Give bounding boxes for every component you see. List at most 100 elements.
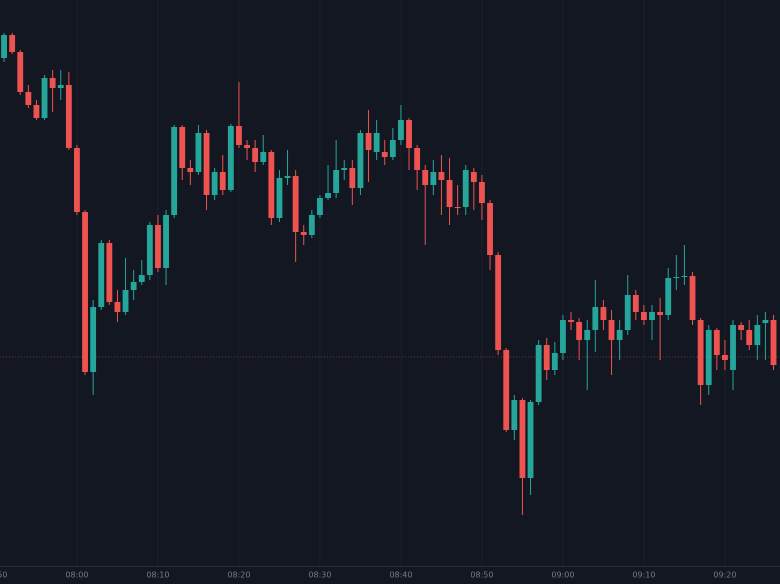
candle-body (284, 176, 291, 178)
x-tick-label: 07:50 (0, 571, 7, 580)
candle-body (138, 275, 145, 282)
candle-body (414, 148, 421, 170)
candle-body (462, 170, 469, 207)
candle-body (236, 126, 242, 145)
candle-body (568, 320, 574, 322)
candle-body (389, 140, 396, 157)
candle-body (592, 307, 599, 330)
candle-body (746, 330, 753, 345)
x-tick-label: 09:20 (713, 571, 736, 580)
candle-body (90, 307, 97, 372)
candle-body (373, 133, 380, 152)
candle-body (381, 152, 388, 157)
candle-body (357, 133, 364, 188)
candle-body (632, 295, 639, 312)
candle-body (187, 168, 194, 172)
candle-body (276, 178, 283, 218)
x-tick-label: 08:20 (227, 571, 250, 580)
candle-body (211, 172, 218, 195)
candle-body (41, 78, 48, 118)
candle-body (57, 85, 64, 88)
candle-body (268, 152, 275, 218)
candle-body (511, 400, 518, 430)
candle-body (454, 207, 461, 208)
x-tick-label: 08:10 (146, 571, 169, 580)
candle-body (106, 243, 113, 302)
candle-body (665, 278, 672, 315)
candle-body (203, 133, 210, 195)
candle-body (624, 295, 631, 330)
candle-body (705, 330, 712, 385)
candle-body (65, 85, 72, 148)
candle-body (470, 172, 477, 182)
candle-body (584, 330, 591, 340)
candle-body (398, 120, 404, 140)
candle-body (122, 290, 129, 312)
candle-body (576, 322, 583, 340)
candle-body (673, 277, 680, 278)
candle-body (438, 172, 445, 180)
candle-body (260, 152, 267, 162)
candle-body (244, 145, 250, 148)
candle-body (179, 127, 186, 168)
candle-body (325, 193, 331, 198)
x-tick-label: 08:50 (470, 571, 493, 580)
candle-body (527, 402, 534, 478)
candle-body (560, 320, 566, 353)
candle-body (503, 350, 510, 430)
x-tick-label: 09:10 (632, 571, 655, 580)
candle-body (195, 133, 202, 172)
candle-body (130, 282, 137, 290)
candle-body (551, 353, 558, 370)
candle-body (341, 168, 348, 170)
candle-body (657, 312, 664, 315)
candle-body (17, 52, 24, 92)
x-tick-label: 09:00 (551, 571, 574, 580)
candle-body (33, 105, 40, 118)
candle-body (608, 320, 615, 340)
candle-body (754, 325, 761, 345)
candle-body (487, 203, 493, 255)
candle-body (681, 276, 688, 277)
candle-body (98, 243, 105, 307)
x-tick-label: 08:00 (65, 571, 88, 580)
candle-body (479, 182, 485, 203)
candle-body (689, 276, 696, 320)
candle-body (738, 325, 745, 330)
candle-body (155, 225, 161, 268)
candle-body (300, 232, 307, 235)
candle-body (82, 212, 88, 372)
candle-body (649, 312, 655, 320)
candle-body (730, 325, 736, 370)
x-tick-label: 08:30 (308, 571, 331, 580)
candle-body (543, 345, 550, 370)
candle-body (519, 400, 526, 478)
candle-body (333, 170, 340, 193)
candle-body (713, 330, 720, 355)
candle-body (616, 330, 623, 340)
candle-body (535, 345, 542, 402)
candle-body (227, 126, 234, 190)
candle-body (163, 215, 169, 268)
candle-body (9, 35, 16, 52)
candle-body (114, 302, 121, 312)
candle-body (365, 133, 372, 150)
candle-body (25, 92, 32, 105)
candle-body (446, 180, 453, 207)
candle-body (641, 312, 647, 320)
candle-body (430, 172, 437, 185)
candle-body (406, 120, 412, 148)
candle-body (722, 355, 728, 360)
candle-body (317, 198, 323, 215)
x-tick-label: 08:40 (389, 571, 412, 580)
candle-body (171, 127, 178, 215)
candle-body (308, 215, 315, 235)
candle-body (770, 320, 777, 365)
candle-body (762, 320, 769, 323)
candle-body (292, 176, 299, 232)
candle-body (49, 78, 56, 88)
candle-body (697, 320, 704, 385)
